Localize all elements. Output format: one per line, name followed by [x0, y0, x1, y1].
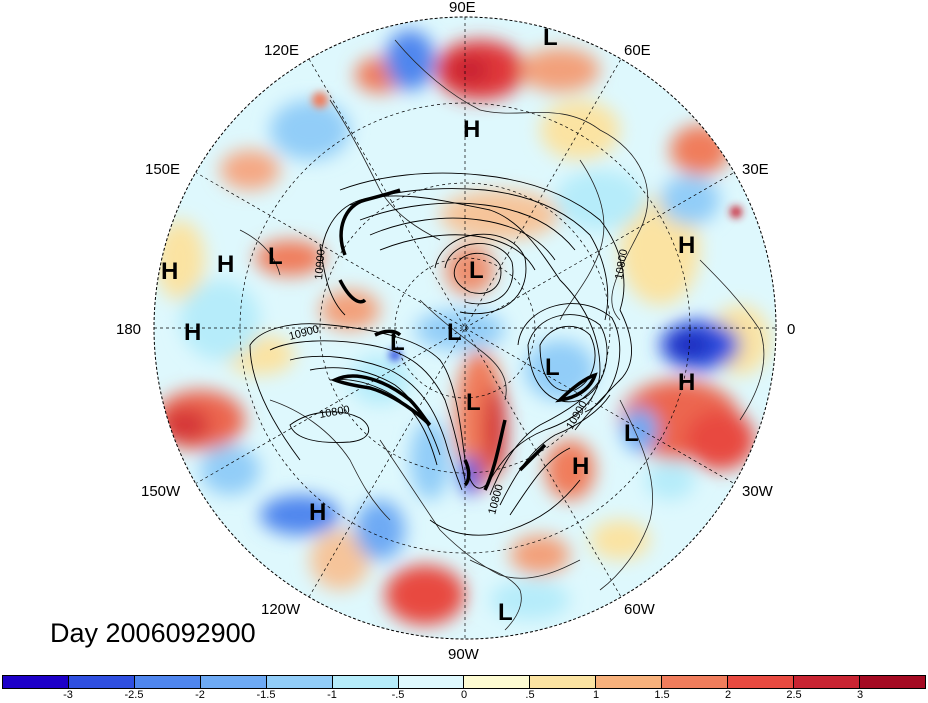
- colorbar-tick-label: 1.5: [654, 689, 670, 701]
- lon-label-120e: 120E: [264, 42, 299, 59]
- lon-label-30e: 30E: [742, 161, 769, 178]
- colorbar-swatch: [728, 676, 795, 688]
- coastlines: [239, 39, 765, 631]
- colorbar-swatch: [200, 676, 267, 688]
- colorbar-tick-label: 3: [856, 689, 864, 701]
- colorbar-swatch: [68, 676, 135, 688]
- colorbar-swatch: [596, 676, 663, 688]
- contour-label: 10900: [313, 249, 328, 281]
- low-pressure-marker: L: [268, 243, 283, 270]
- jet-streaks: [330, 188, 598, 491]
- colorbar-tick-label: -1.5: [256, 689, 276, 701]
- colorbar-labels: -3 -2.5 -2 -1.5 -1 -.5 0 .5 1 1.5 2 2.5 3: [0, 689, 928, 703]
- contour-label: 10800: [613, 248, 630, 280]
- pressure-system-markers: L H H H H L H L L L L H L L H H L: [161, 24, 695, 626]
- colorbar-swatch: [134, 676, 201, 688]
- colorbar-swatch: [662, 676, 729, 688]
- map-title: Day 2006092900: [50, 618, 256, 648]
- low-pressure-marker: L: [466, 389, 481, 416]
- colorbar-swatch: [398, 676, 465, 688]
- high-pressure-marker: H: [678, 232, 695, 259]
- lon-label-180: 180: [116, 321, 141, 338]
- colorbar: [2, 675, 926, 689]
- colorbar-tick-label: -2.5: [124, 689, 144, 701]
- colorbar-swatch: [266, 676, 333, 688]
- colorbar-tick-label: 2: [724, 689, 732, 701]
- low-pressure-marker: L: [447, 319, 462, 346]
- high-pressure-marker: H: [161, 258, 178, 285]
- high-pressure-marker: H: [309, 499, 326, 526]
- high-pressure-marker: H: [463, 116, 480, 143]
- lon-label-120w: 120W: [261, 601, 301, 618]
- high-pressure-marker: H: [184, 319, 201, 346]
- lon-label-0: 0: [787, 321, 795, 338]
- lon-label-30w: 30W: [742, 483, 774, 500]
- lon-label-60e: 60E: [624, 42, 651, 59]
- colorbar-tick-label: 2.5: [786, 689, 802, 701]
- colorbar-tick-label: 0: [460, 689, 468, 701]
- lon-label-150e: 150E: [145, 161, 180, 178]
- colorbar-tick-label: -3: [63, 689, 73, 701]
- longitude-labels: 90E 60E 30E 0 30W 60W 90W 120W 150W 180 …: [116, 0, 795, 663]
- colorbar-tick-label: -1: [327, 689, 337, 701]
- low-pressure-marker: L: [624, 420, 639, 447]
- colorbar-swatch: [464, 676, 531, 688]
- high-pressure-marker: H: [678, 369, 695, 396]
- high-pressure-marker: H: [572, 453, 589, 480]
- graticule: [154, 17, 776, 639]
- lon-label-90w: 90W: [448, 646, 480, 663]
- lon-label-150w: 150W: [141, 483, 181, 500]
- lon-label-60w: 60W: [624, 601, 656, 618]
- lon-label-90e: 90E: [449, 0, 476, 16]
- low-pressure-marker: L: [545, 354, 560, 381]
- high-pressure-marker: H: [217, 251, 234, 278]
- colorbar-swatch: [3, 676, 69, 688]
- colorbar-swatch: [332, 676, 399, 688]
- colorbar-tick-label: -2: [195, 689, 205, 701]
- colorbar-tick-label: 1: [592, 689, 600, 701]
- low-pressure-marker: L: [469, 257, 484, 284]
- colorbar-swatch: [794, 676, 860, 688]
- colorbar-swatch: [859, 676, 925, 688]
- contour-label: 10800: [318, 404, 350, 421]
- colorbar-tick-label: -.5: [391, 689, 405, 701]
- low-pressure-marker: L: [390, 329, 405, 356]
- low-pressure-marker: L: [498, 599, 513, 626]
- colorbar-swatch: [530, 676, 597, 688]
- colorbar-tick-label: .5: [525, 689, 535, 701]
- height-contours: [249, 172, 632, 536]
- map-boundary: [153, 16, 777, 640]
- low-pressure-marker: L: [543, 24, 558, 51]
